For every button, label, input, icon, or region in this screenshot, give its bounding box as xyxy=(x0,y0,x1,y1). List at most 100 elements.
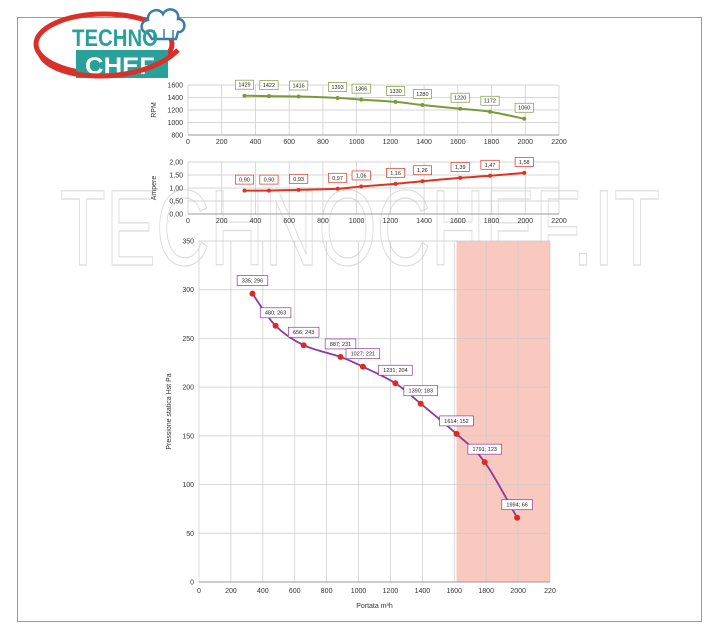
technochef-logo: TECHNO CHEF xyxy=(33,8,186,80)
x-tick-label: 600 xyxy=(283,139,295,146)
x-tick-label: 1000 xyxy=(349,218,365,225)
data-label-box xyxy=(467,443,502,455)
logo-swoosh-front xyxy=(37,48,180,79)
x-tick-label: 0 xyxy=(197,588,201,595)
x-tick-label: 400 xyxy=(257,588,269,595)
data-point xyxy=(522,170,527,175)
data-label: 1366 xyxy=(355,87,367,93)
x-tick-label: 1200 xyxy=(383,139,399,146)
data-point xyxy=(335,186,340,191)
x-tick-label: 800 xyxy=(317,139,329,146)
data-point xyxy=(359,363,366,370)
data-label: 1330 xyxy=(389,89,401,95)
y-tick-label: 50 xyxy=(186,531,194,538)
data-label: 1231; 204 xyxy=(383,368,407,374)
chart-rpm: 0 200 400 600 800 1000 1200 1400 1600 1800 2000 220… xyxy=(151,79,567,146)
data-point xyxy=(266,188,271,193)
x-tick-label: 220 xyxy=(544,588,556,595)
data-label: 0,90 xyxy=(264,178,275,184)
data-point xyxy=(488,109,493,114)
x-tick-label: 1400 xyxy=(416,218,432,225)
x-tick-label: 600 xyxy=(289,588,301,595)
data-point xyxy=(393,99,398,104)
x-tick-label: 2000 xyxy=(517,139,533,146)
data-label-box xyxy=(234,174,255,185)
data-label: 0,93 xyxy=(293,177,304,183)
data-label: 1280 xyxy=(416,92,428,98)
data-point xyxy=(359,184,364,189)
x-tick-label: 2000 xyxy=(517,218,533,225)
data-label-box xyxy=(480,159,500,170)
y-tick-label: 1000 xyxy=(167,120,183,127)
chart-pressure: 0 200 400 600 800 1000 1200 1400 1600 1800 2000 220… xyxy=(166,239,556,611)
data-label-box xyxy=(324,338,357,350)
data-point xyxy=(458,106,463,111)
data-label: 1,39 xyxy=(455,165,466,171)
x-tick-label: 200 xyxy=(216,218,228,225)
x-tick-label: 1600 xyxy=(446,588,462,595)
data-label-box xyxy=(345,348,381,360)
x-tick-label: 2000 xyxy=(510,588,526,595)
data-label: 1,26 xyxy=(417,168,428,174)
data-point xyxy=(522,116,527,121)
data-label-box xyxy=(501,499,533,511)
data-point xyxy=(417,400,424,407)
data-label-box xyxy=(287,326,320,338)
data-label: 1,47 xyxy=(485,163,496,169)
x-tick-label: 1800 xyxy=(484,139,500,146)
y-tick-label: 350 xyxy=(182,239,194,246)
data-point xyxy=(300,342,307,349)
y-tick-label: 800 xyxy=(171,133,183,140)
x-tick-label: 1000 xyxy=(349,139,365,146)
data-label: 1060 xyxy=(518,106,530,112)
data-point xyxy=(481,459,488,466)
data-label-box xyxy=(412,165,432,176)
data-point xyxy=(242,93,247,98)
data-point xyxy=(296,94,301,99)
logo-techno-text: TECHNO xyxy=(72,25,158,52)
series-line xyxy=(244,171,525,192)
data-label: 1220 xyxy=(454,96,466,102)
data-label-box xyxy=(328,172,348,183)
x-tick-label: 0 xyxy=(186,139,190,146)
data-point xyxy=(514,514,521,521)
data-label-box xyxy=(234,79,255,90)
data-label-box xyxy=(450,92,470,103)
data-label: 1393 xyxy=(331,85,343,91)
y-tick-label: 1200 xyxy=(167,108,183,115)
data-label-box xyxy=(259,174,279,185)
y-tick-label: 150 xyxy=(182,433,194,440)
y-tick-label: 1,00 xyxy=(169,186,183,193)
data-label: 1172 xyxy=(484,99,496,105)
data-label: 1791; 123 xyxy=(473,447,497,453)
data-label-box xyxy=(514,102,534,113)
x-tick-label: 1600 xyxy=(450,218,466,225)
data-point xyxy=(420,179,425,184)
data-label-box xyxy=(289,80,309,91)
data-point xyxy=(488,173,493,178)
data-label: 1416 xyxy=(293,83,305,89)
data-point xyxy=(453,430,460,437)
data-point xyxy=(458,175,463,180)
x-tick-label: 1200 xyxy=(383,218,399,225)
data-label-box xyxy=(412,89,432,99)
data-label-box xyxy=(259,307,292,319)
chart-ampere: 0 200 400 600 800 1000 1200 1400 1600 1800 2000 220… xyxy=(151,157,567,225)
data-point xyxy=(337,353,344,360)
data-label: 1429 xyxy=(238,83,250,89)
x-axis-label: Portata m³h xyxy=(356,603,393,610)
data-label-box xyxy=(378,364,413,376)
x-tick-label: 1400 xyxy=(415,588,431,595)
data-label-box xyxy=(403,385,438,397)
data-label: 335; 296 xyxy=(242,279,263,285)
data-label: 1994; 66 xyxy=(506,503,527,509)
y-tick-label: 200 xyxy=(182,385,194,392)
y-tick-label: 1400 xyxy=(167,95,183,102)
data-label-box xyxy=(259,80,279,90)
x-tick-label: 1200 xyxy=(383,588,399,595)
y-tick-label: 0 xyxy=(190,580,194,587)
data-label: 1390; 183 xyxy=(409,389,433,395)
data-label-box xyxy=(450,162,470,172)
data-point xyxy=(392,380,399,387)
chef-hat-icon xyxy=(140,8,186,41)
